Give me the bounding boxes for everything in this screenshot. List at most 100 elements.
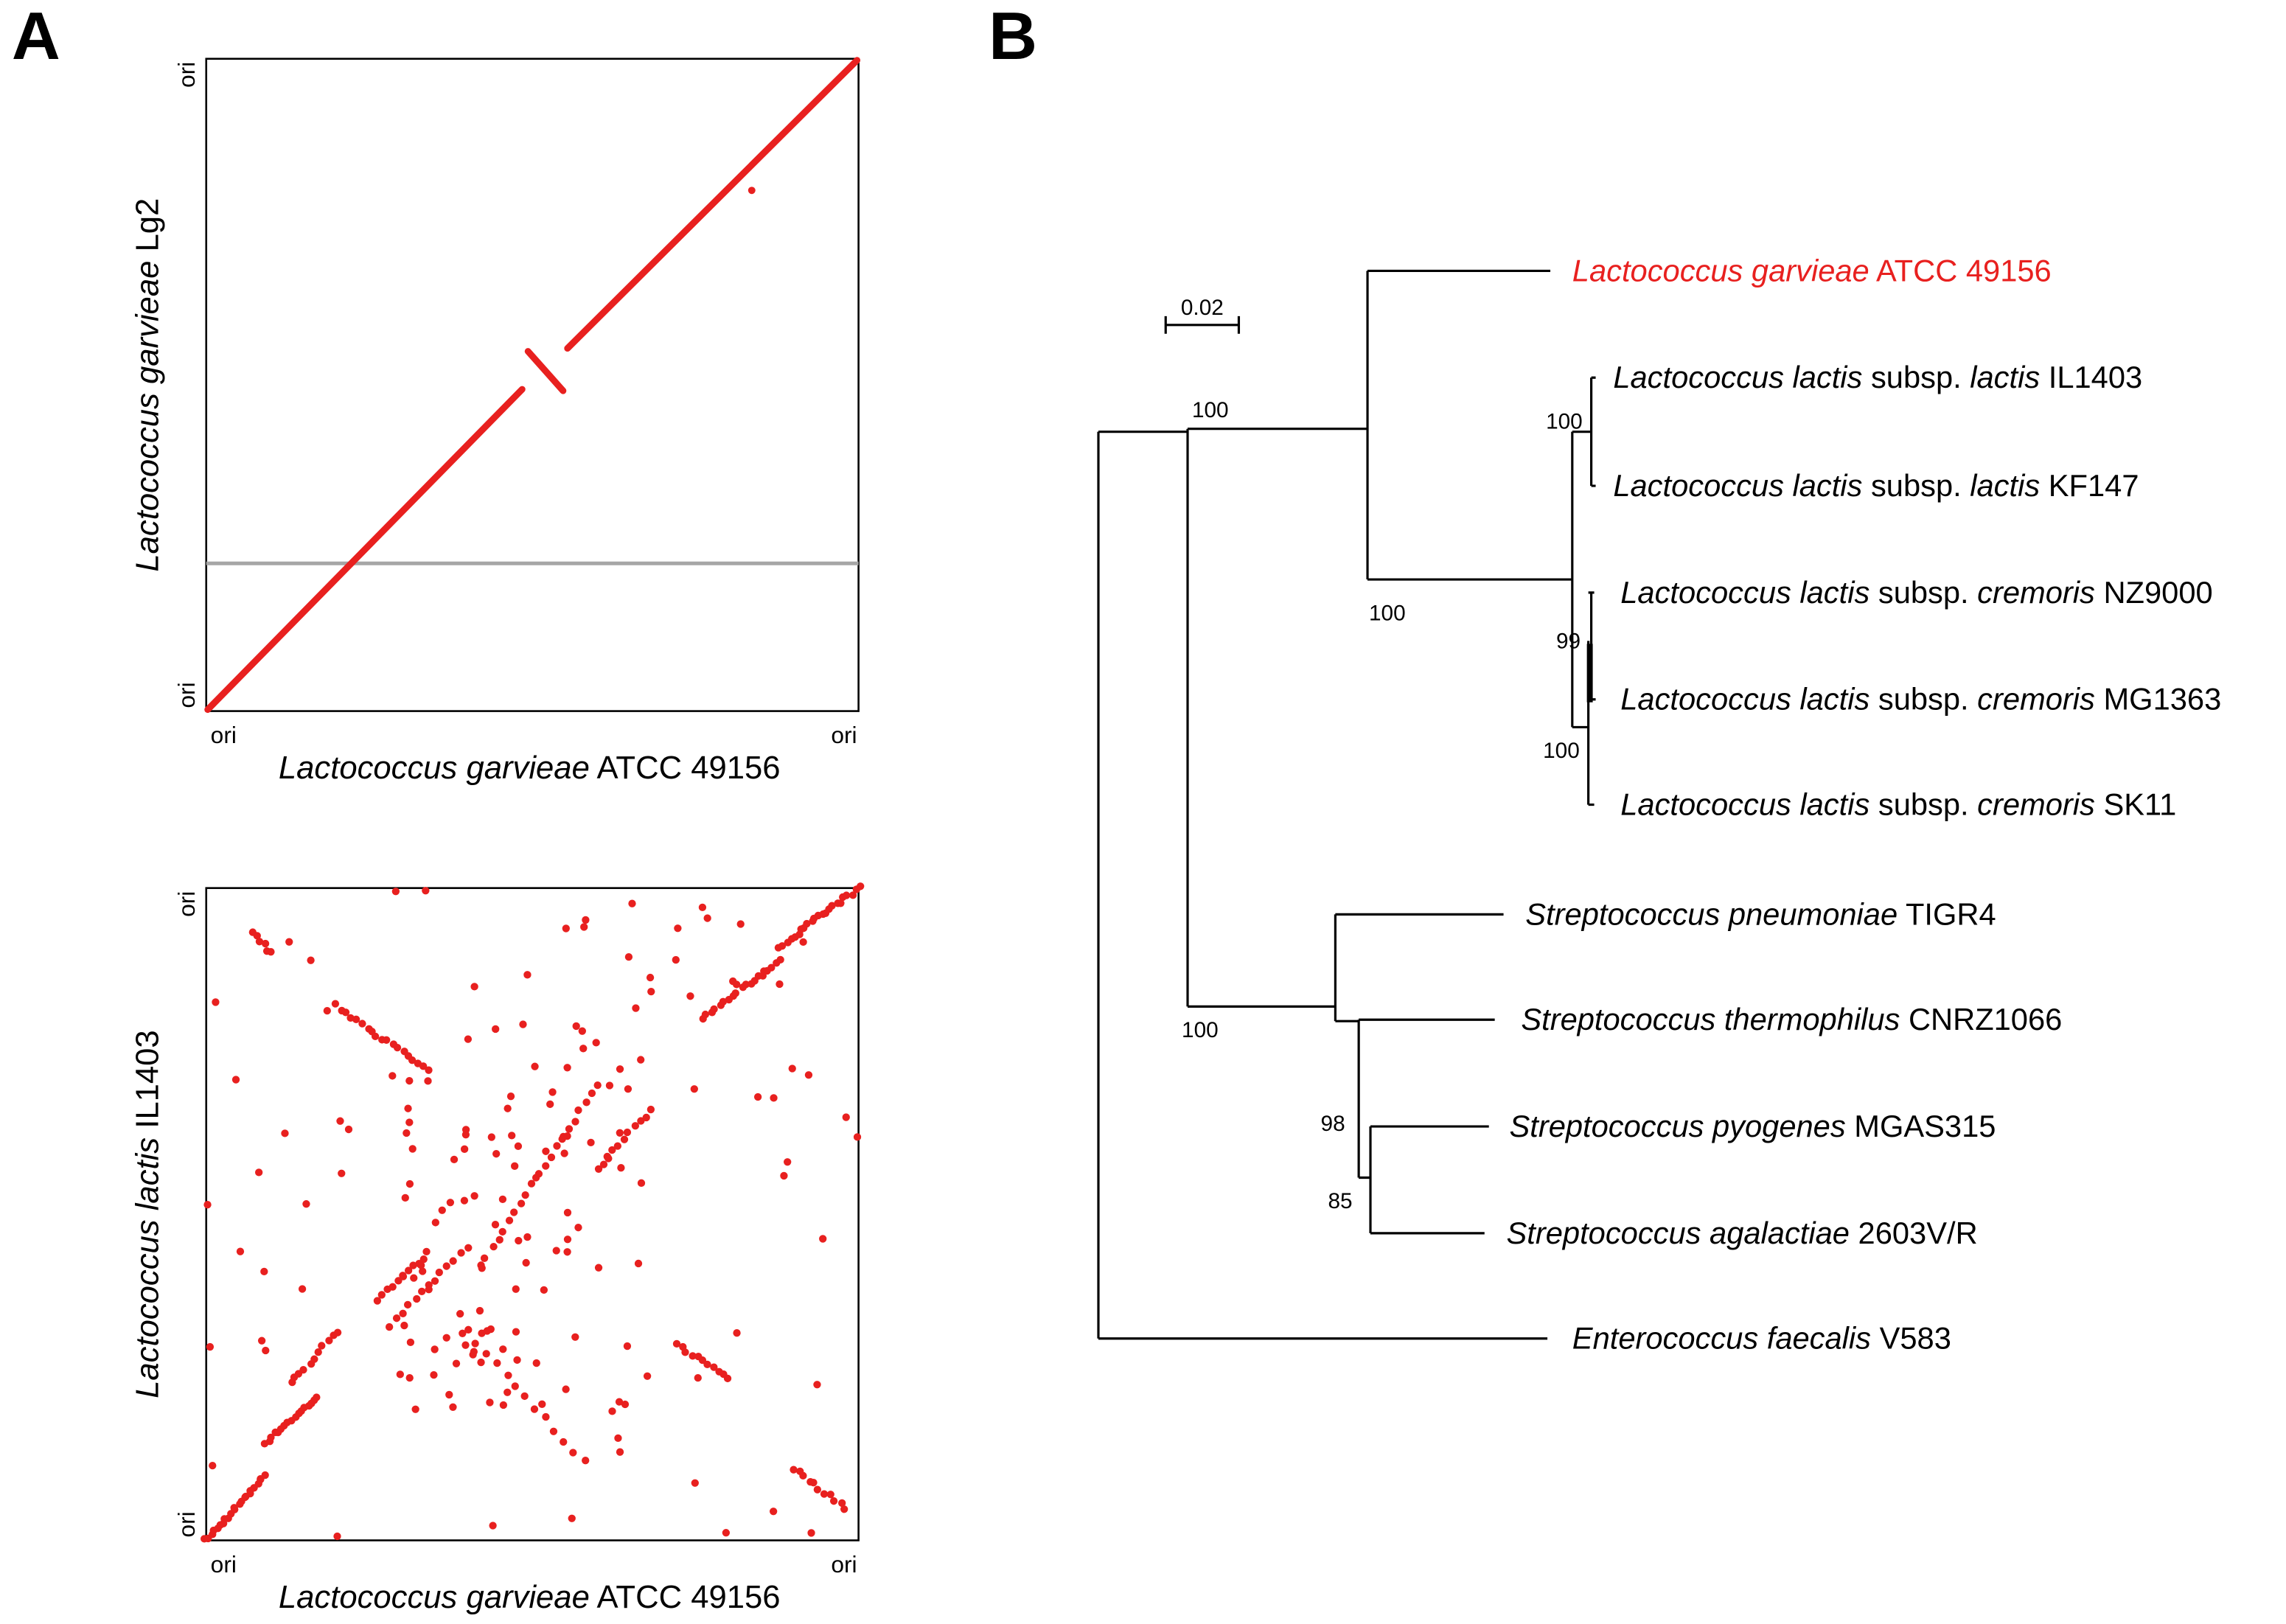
bootstrap-value: 99 — [1556, 629, 1581, 653]
alignment-dot — [803, 919, 811, 928]
leaf-label: Lactococcus lactis subsp. lactis IL1403 — [1613, 360, 2142, 394]
alignment-dot — [563, 1208, 572, 1217]
alignment-dot — [691, 1479, 699, 1487]
alignment-dot — [388, 1072, 397, 1080]
alignment-dot — [742, 980, 750, 989]
dotplot-frame — [205, 887, 860, 1541]
alignment-dot — [404, 1104, 412, 1112]
alignment-dot — [260, 1267, 268, 1276]
alignment-dot — [804, 1071, 813, 1079]
alignment-dot — [521, 1191, 529, 1199]
alignment-dot — [405, 1118, 414, 1126]
x-axis-label: Lactococcus garvieae ATCC 49156 — [279, 750, 781, 786]
alignment-dot — [548, 1088, 557, 1096]
alignment-dot — [480, 1254, 489, 1262]
alignment-dot — [637, 1056, 645, 1064]
alignment-dot — [574, 1223, 582, 1232]
alignment-dot — [438, 1206, 446, 1214]
alignment-dot — [417, 1261, 425, 1269]
alignment-dot — [563, 1064, 571, 1072]
alignment-dot — [302, 1200, 310, 1208]
alignment-dot — [471, 1339, 479, 1348]
alignment-dot — [853, 1133, 862, 1141]
alignment-dot — [623, 1342, 632, 1351]
bootstrap-value: 100 — [1546, 410, 1583, 434]
text-segment: Streptococcus pneumoniae — [1525, 896, 1898, 931]
alignment-dot — [461, 1341, 470, 1349]
alignment-dot — [542, 1147, 550, 1155]
alignment-dot — [400, 1321, 408, 1330]
alignment-dot — [719, 997, 728, 1006]
alignment-dot — [209, 1461, 217, 1470]
alignment-dot — [236, 1247, 245, 1255]
alignment-dot — [442, 1262, 450, 1270]
alignment-dot — [608, 1407, 616, 1415]
alignment-dot — [616, 1448, 624, 1456]
alignment-segments — [204, 57, 861, 714]
alignment-dot — [628, 899, 636, 907]
alignment-dot — [527, 1179, 536, 1188]
alignment-dot — [515, 1236, 523, 1245]
alignment-dot — [261, 939, 270, 948]
alignment-dot — [333, 1328, 342, 1337]
alignment-dot — [614, 1434, 622, 1443]
alignment-segment — [564, 57, 861, 352]
bootstrap-value: 100 — [1369, 602, 1406, 626]
alignment-dot — [307, 956, 315, 964]
alignment-dot — [255, 938, 264, 946]
alignment-dot — [405, 1077, 414, 1085]
text-segment: lactis — [1970, 360, 2040, 394]
alignment-dot — [413, 1294, 421, 1303]
text-segment: TIGR4 — [1898, 896, 1996, 931]
panel-label: B — [989, 0, 1037, 74]
text-segment: subsp. — [1862, 468, 1970, 503]
alignment-dot — [838, 1499, 846, 1508]
alignment-dot — [571, 1118, 579, 1126]
alignment-dot — [446, 1199, 455, 1207]
leaf-label: Streptococcus thermophilus CNRZ1066 — [1521, 1002, 2062, 1036]
alignment-dot — [731, 989, 739, 997]
text-segment: Streptococcus pyogenes — [1509, 1109, 1845, 1143]
alignment-dot — [553, 1142, 561, 1150]
alignment-dot — [477, 1261, 485, 1269]
alignment-dot — [842, 1113, 850, 1121]
alignment-dot — [532, 1174, 540, 1182]
alignment-dot — [333, 1532, 341, 1541]
alignment-dot — [520, 1392, 529, 1401]
alignment-dot — [560, 1149, 568, 1157]
text-segment: cremoris — [1977, 787, 2095, 821]
alignment-dot — [842, 891, 851, 899]
origin-label: ori — [173, 1511, 200, 1537]
alignment-dot — [492, 1150, 501, 1158]
alignment-dot — [310, 1355, 318, 1363]
alignment-dot — [690, 1085, 698, 1093]
leaf-label: Lactococcus lactis subsp. cremoris MG136… — [1620, 682, 2221, 717]
text-segment: Lg2 — [129, 198, 165, 261]
alignment-dot — [404, 1266, 413, 1275]
alignment-dot — [331, 1000, 340, 1008]
text-segment: Lactococcus lactis — [1620, 682, 1869, 717]
dotplot-top-marks — [204, 57, 861, 714]
alignment-dot — [231, 1076, 240, 1084]
alignment-dot — [511, 1162, 519, 1170]
leaf-label: Lactococcus lactis subsp. cremoris SK11 — [1620, 787, 2176, 821]
alignment-dot — [624, 1085, 633, 1093]
alignment-dot — [452, 1359, 461, 1367]
alignment-dot — [828, 902, 836, 910]
alignment-dot — [461, 1126, 470, 1134]
text-segment: Lactococcus garvieae — [279, 750, 590, 786]
alignment-dot — [399, 1309, 407, 1317]
alignment-dot — [710, 1363, 718, 1371]
alignment-dot — [813, 1485, 822, 1494]
text-segment: KF147 — [2040, 468, 2139, 503]
alignment-dot — [512, 1285, 520, 1293]
text-segment: cremoris — [1977, 682, 2095, 717]
alignment-dot — [646, 973, 655, 982]
text-segment: Lactococcus lactis — [1613, 360, 1862, 394]
alignment-dot — [388, 1283, 397, 1291]
alignment-dot — [530, 1405, 539, 1413]
alignment-dot — [647, 987, 655, 996]
alignment-dot — [459, 1329, 467, 1337]
alignment-dot — [759, 972, 767, 980]
alignment-dot — [431, 1277, 439, 1285]
